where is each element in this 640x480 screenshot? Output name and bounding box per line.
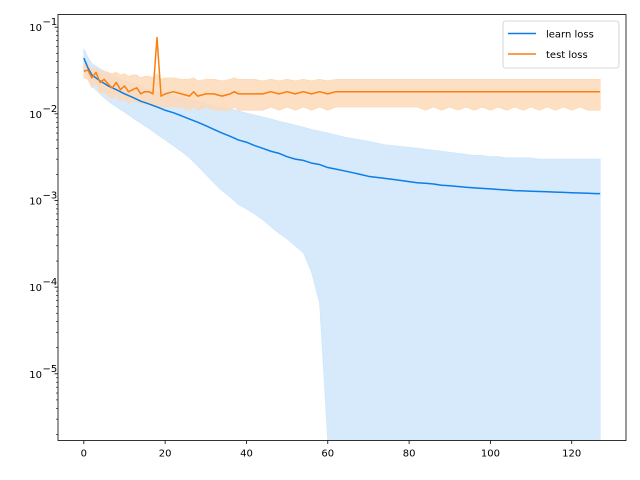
- y-tick-label: 10: [29, 283, 42, 294]
- x-tick-label: 40: [240, 449, 253, 460]
- y-tick-exponent: −4: [43, 277, 58, 288]
- line-learn-loss: [83, 57, 601, 195]
- legend-label-test-loss: test loss: [546, 50, 588, 61]
- x-tick-label: 100: [481, 449, 500, 460]
- x-tick-label: 0: [81, 449, 87, 460]
- y-tick-exponent: −2: [43, 104, 58, 115]
- y-tick-exponent: −3: [43, 190, 58, 201]
- y-tick-label: 10: [29, 23, 42, 34]
- confidence-bands: [83, 48, 601, 441]
- series-lines: [83, 36, 601, 195]
- x-tick-label: 20: [159, 449, 172, 460]
- y-tick-exponent: −1: [43, 17, 58, 28]
- y-tick-label: 10: [29, 370, 42, 381]
- y-tick-exponent: −5: [43, 364, 58, 375]
- y-tick-label: 10: [29, 110, 42, 121]
- plot-frame: [57, 14, 627, 441]
- legend: learn loss test loss: [502, 20, 620, 69]
- x-axis: 0 20 40 60 80 100 120: [81, 440, 581, 460]
- y-tick-label: 10: [29, 196, 42, 207]
- x-tick-label: 60: [321, 449, 334, 460]
- band-learn-loss: [83, 48, 601, 441]
- line-test-loss: [83, 36, 601, 97]
- y-axis-minor-ticks: [56, 30, 58, 435]
- x-tick-label: 80: [403, 449, 416, 460]
- legend-label-learn-loss: learn loss: [546, 30, 594, 41]
- band-test-loss: [83, 63, 601, 111]
- y-axis: 10−510−410−310−210−1: [29, 17, 58, 381]
- x-tick-label: 120: [562, 449, 581, 460]
